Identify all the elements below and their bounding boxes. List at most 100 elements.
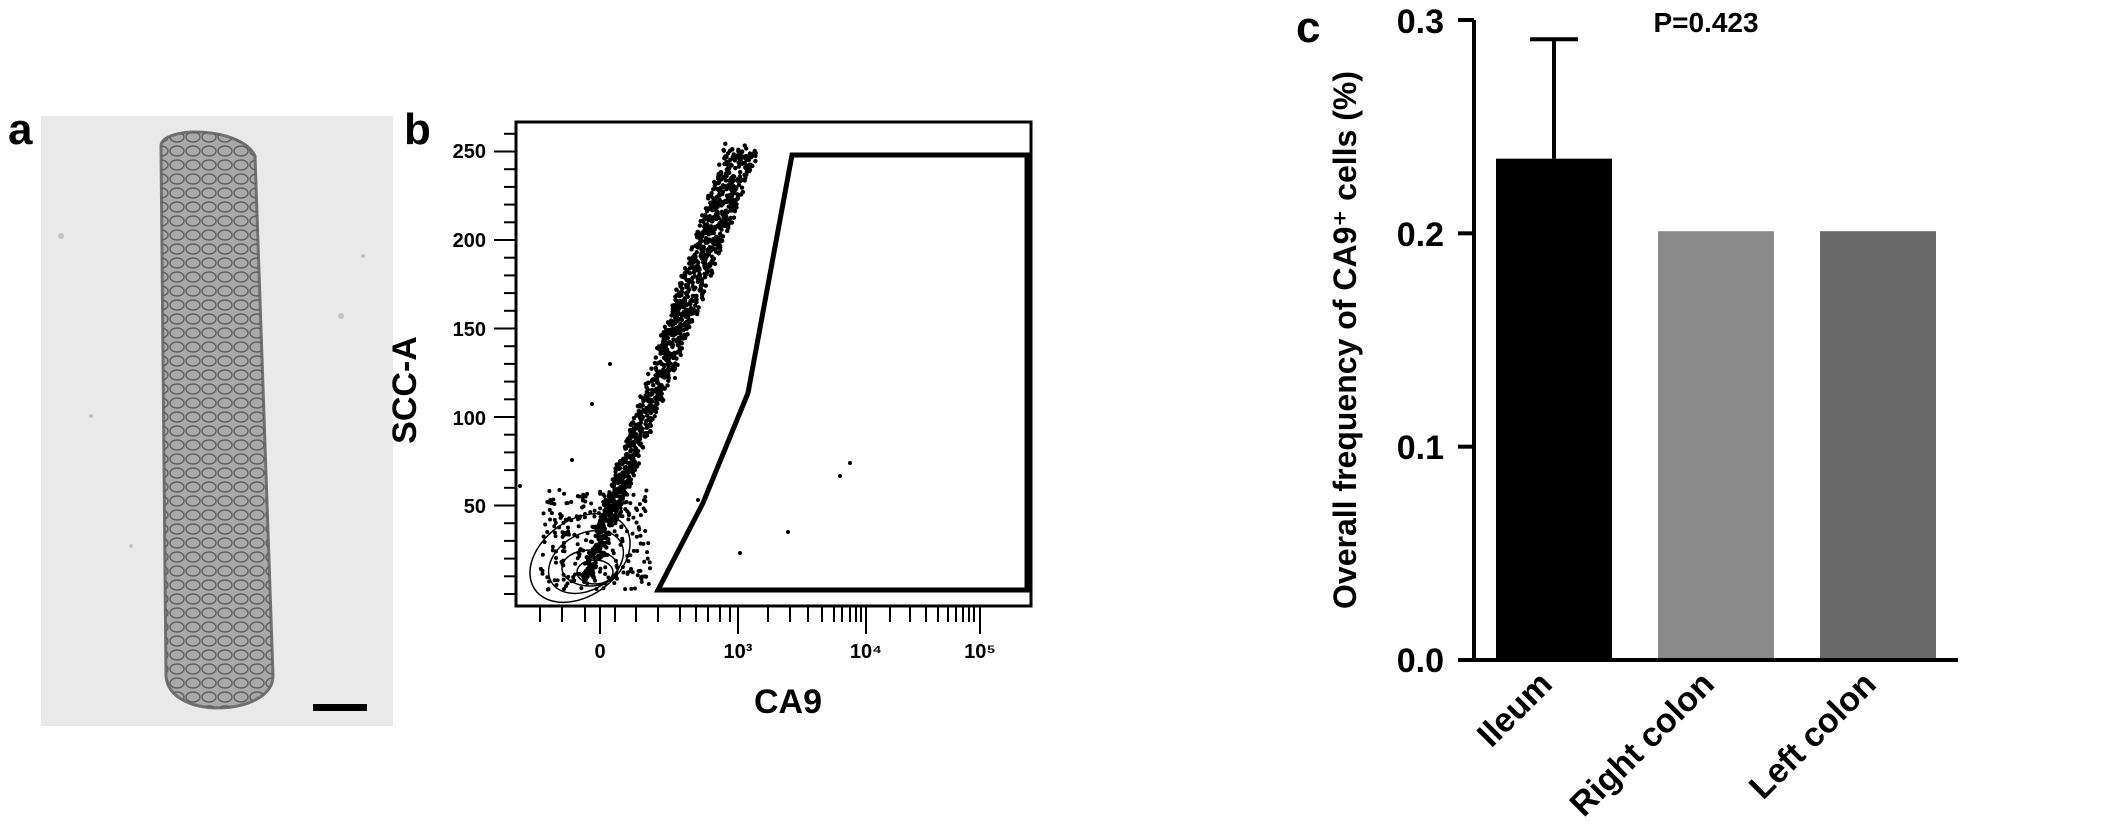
event-dot [665, 320, 671, 325]
event-dot [647, 566, 652, 571]
event-dot [694, 293, 699, 299]
event-dot [707, 206, 712, 211]
event-dot [673, 376, 677, 380]
event-dot [676, 290, 682, 295]
event-dot [711, 256, 717, 262]
event-dot [682, 275, 688, 280]
event-dot [627, 440, 633, 445]
event-dot [678, 303, 684, 308]
event-dot [619, 525, 624, 530]
event-dot [672, 366, 678, 371]
event-dot [694, 264, 700, 270]
event-dot [735, 195, 741, 201]
event-dot [680, 286, 685, 291]
event-dot [598, 491, 603, 496]
event-dot [697, 239, 703, 245]
event-dot [586, 550, 591, 555]
y-axis-label: SCC-A [390, 336, 424, 444]
event-dot [598, 569, 603, 574]
event-dot [685, 314, 690, 320]
event-dot [618, 513, 623, 518]
event-dot [649, 391, 655, 396]
event-dot [624, 454, 629, 459]
event-dot [619, 479, 624, 485]
event-dot [680, 322, 686, 327]
event-dot [717, 175, 722, 180]
event-dot [633, 452, 638, 457]
event-dot [636, 425, 641, 431]
event-dot [726, 204, 732, 209]
event-dot [631, 473, 637, 478]
event-dot [662, 347, 667, 352]
bar-3 [1820, 231, 1936, 660]
event-dot [643, 528, 648, 533]
event-dot [689, 277, 694, 283]
event-dot [623, 468, 628, 473]
flow-cytometry-plot: 50 100 150 200 250 0 10³ 10⁴ 10⁵ CA9 SCC… [390, 120, 1033, 721]
event-dot [540, 568, 545, 573]
event-dot [665, 373, 671, 379]
event-dot [704, 252, 709, 257]
event-dot [629, 586, 634, 591]
event-dot [678, 352, 683, 358]
event-dot [592, 514, 597, 519]
event-dot [697, 223, 703, 228]
event-dot [553, 534, 558, 539]
event-dot [708, 273, 714, 278]
y-tick-200: 200 [453, 230, 486, 252]
event-dot [666, 378, 671, 383]
event-dot [656, 373, 662, 378]
event-dot [613, 521, 618, 526]
event-dot [696, 305, 701, 310]
event-dot [594, 543, 599, 549]
event-dot [641, 541, 646, 546]
event-dot [603, 565, 608, 570]
event-dot [602, 543, 607, 548]
event-dot [598, 566, 603, 571]
event-dot [634, 435, 639, 441]
event-dot [699, 279, 704, 285]
event-dot [644, 488, 649, 493]
event-dot [628, 553, 633, 558]
event-dot [659, 387, 664, 392]
event-dot [694, 250, 699, 255]
event-dot [634, 534, 639, 539]
x-axis-ticks [539, 606, 981, 634]
event-dot [717, 243, 723, 249]
event-dot [641, 498, 646, 503]
event-dot [667, 367, 672, 373]
event-dot [623, 507, 628, 512]
event-dot [591, 525, 596, 530]
event-dot [731, 215, 737, 220]
event-dot [648, 418, 654, 423]
event-dot [660, 339, 666, 344]
event-dot [728, 176, 734, 182]
bar-2 [1658, 231, 1774, 660]
event-dot [694, 300, 699, 305]
event-dot [628, 447, 634, 453]
event-dot [718, 169, 724, 175]
event-dot [581, 492, 586, 497]
event-dot [664, 350, 669, 356]
event-dot [615, 506, 620, 511]
y-tick-250: 250 [453, 141, 486, 163]
event-dot [670, 352, 675, 357]
event-dot [700, 260, 706, 265]
category-label-ileum: Ileum [1470, 665, 1560, 755]
event-dot [624, 499, 629, 504]
event-dot [626, 517, 631, 522]
event-dot [630, 531, 635, 536]
event-dot [607, 518, 612, 523]
event-dot [643, 495, 648, 500]
event-dot [696, 498, 700, 502]
event-dot [661, 362, 667, 368]
event-dot [737, 169, 743, 175]
event-dot [673, 320, 678, 326]
event-dot [664, 340, 669, 345]
event-dot [561, 587, 566, 592]
event-dot [704, 265, 710, 270]
event-dot [569, 499, 574, 504]
event-dot [723, 178, 729, 183]
event-dot [662, 371, 667, 376]
event-dot [703, 256, 708, 261]
